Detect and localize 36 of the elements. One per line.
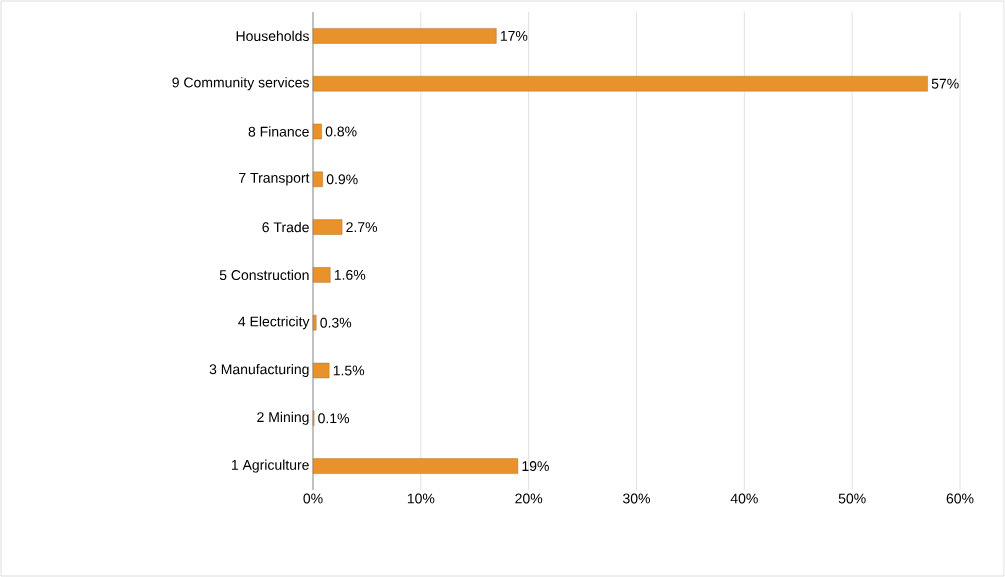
y-tick-label: 5 Construction (219, 269, 309, 281)
y-tick-label: 3 Manufacturing (209, 363, 309, 378)
bar (312, 171, 323, 187)
bar (312, 362, 330, 379)
bar (312, 458, 519, 474)
data-label: 0.8% (325, 126, 357, 137)
data-label: 1.5% (333, 365, 365, 376)
bar (312, 314, 317, 331)
x-tick-label: 10% (407, 493, 435, 504)
data-label: 19% (522, 461, 549, 472)
data-label: 1.6% (334, 269, 366, 280)
bar (312, 267, 331, 283)
y-tick-label: 6 Trade (262, 221, 309, 233)
data-label: 17% (500, 30, 528, 41)
data-label: 0.9% (326, 174, 358, 185)
x-tick-label: 20% (515, 493, 543, 504)
data-label: 0.3% (320, 317, 352, 328)
data-label: 57% (931, 78, 959, 89)
y-tick-label: 4 Electricity (238, 316, 310, 330)
x-tick-label: 30% (623, 493, 651, 504)
bar (312, 28, 497, 44)
x-tick-label: 40% (730, 493, 758, 504)
y-tick-label: 9 Community services (172, 77, 309, 91)
x-tick-label: 0% (303, 493, 323, 504)
bar (312, 76, 928, 92)
bar (312, 219, 343, 235)
y-tick-label: Households (236, 30, 309, 42)
y-tick-label: 2 Mining (257, 411, 309, 425)
y-tick-label: 7 Transport (239, 173, 310, 186)
y-tick-label: 1 Agriculture (231, 459, 309, 473)
x-tick-label: 50% (838, 493, 866, 504)
data-label: 0.1% (318, 413, 350, 424)
bar (312, 123, 322, 140)
y-tick-label: 8 Finance (248, 126, 309, 137)
data-label: 2.7% (346, 222, 378, 233)
x-tick-label: 60% (946, 493, 974, 504)
